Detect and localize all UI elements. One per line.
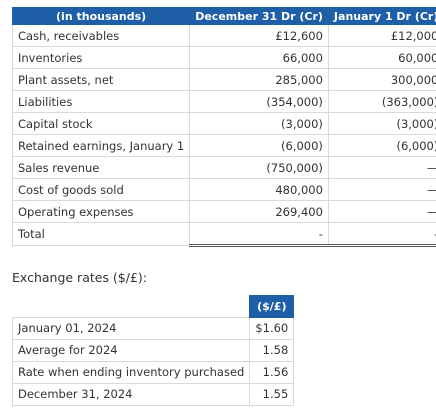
header-cell: December 31 Dr (Cr)	[189, 7, 329, 25]
cell: (363,000)	[327, 90, 436, 113]
row: Retained earnings, January 1 (6,000) (6,00…	[11, 134, 436, 157]
cell: Retained earnings, January 1	[11, 134, 191, 157]
cell: —	[327, 156, 436, 179]
header-cell: (in thousands)	[11, 7, 191, 25]
row: January 01, 2024 $1.60	[11, 316, 295, 340]
cell: (6,000)	[327, 134, 436, 157]
cell: Average for 2024	[11, 338, 251, 362]
cell: (3,000)	[327, 112, 436, 135]
cell: Rate when ending inventory purchased	[11, 360, 251, 384]
cell: 300,000	[327, 68, 436, 91]
header-row: ($/£)	[13, 295, 295, 318]
cell: (354,000)	[189, 90, 329, 113]
cell: Capital stock	[11, 112, 191, 135]
row: Cash, receivables £12,600 £12,000	[11, 24, 436, 47]
row: December 31, 2024 1.55	[11, 382, 295, 406]
cell: January 01, 2024	[11, 316, 251, 340]
cell: 285,000	[189, 68, 329, 91]
cell: (6,000)	[189, 134, 329, 157]
cell: Liabilities	[11, 90, 191, 113]
row: Total--	[11, 222, 436, 247]
cell: $1.60	[249, 316, 295, 340]
cell: 60,000	[327, 46, 436, 69]
cell: -	[189, 222, 329, 247]
cell: (750,000)	[189, 156, 329, 179]
row: Sales revenue(750,000)—	[11, 156, 436, 179]
row: Capital stock (3,000) (3,000)	[11, 112, 436, 135]
row: Average for 2024 1.58	[11, 338, 295, 362]
cell: 66,000	[189, 46, 329, 69]
row: Rate when ending inventory purchased 1.56	[11, 360, 295, 384]
row: Liabilities (354,000) (363,000)	[11, 90, 436, 113]
cell: Inventories	[11, 46, 191, 69]
cell: 1.58	[249, 338, 295, 362]
rates-table: ($/£) January 01, 2024 $1.60 Average for 20…	[11, 295, 295, 406]
cell: Operating expenses	[11, 200, 191, 223]
cell: £12,000	[327, 24, 436, 47]
row: Plant assets, net 285,000 300,000	[11, 68, 436, 91]
cell: -	[327, 222, 436, 247]
cell: —	[327, 200, 436, 223]
cell: 480,000	[189, 178, 329, 201]
cell: Total	[11, 222, 191, 246]
cell: 1.56	[249, 360, 295, 384]
cell: Plant assets, net	[11, 68, 191, 91]
header-row: (in thousands) December 31 Dr (Cr) January…	[11, 7, 436, 25]
blank-cell	[13, 296, 250, 318]
cell: —	[327, 178, 436, 201]
cell: Cost of goods sold	[11, 178, 191, 201]
row: Inventories 66,000 60,000	[11, 46, 436, 69]
header-cell: January 1 Dr (Cr)	[327, 7, 436, 25]
balance-table: (in thousands) December 31 Dr (Cr) January…	[11, 7, 436, 247]
cell: Sales revenue	[11, 156, 191, 179]
rates-title: Exchange rates ($/£):	[12, 270, 148, 285]
cell: (3,000)	[189, 112, 329, 135]
header-cell: ($/£)	[249, 295, 295, 318]
cell: 1.55	[249, 382, 295, 406]
cell: 269,400	[189, 200, 329, 223]
cell: £12,600	[189, 24, 329, 47]
cell: Cash, receivables	[11, 24, 191, 47]
cell: December 31, 2024	[11, 382, 251, 406]
